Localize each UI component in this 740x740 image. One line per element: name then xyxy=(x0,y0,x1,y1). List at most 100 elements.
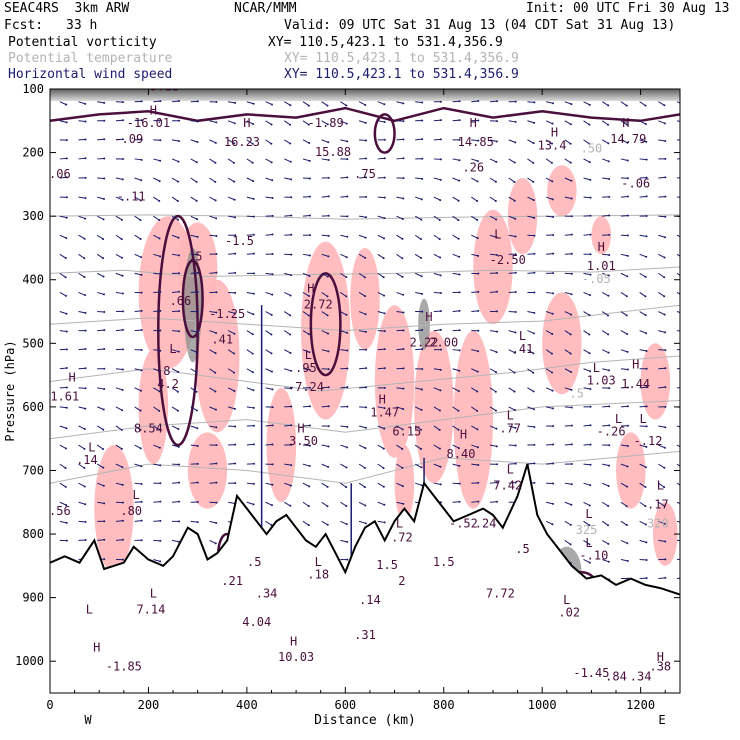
wind-vector xyxy=(171,139,180,142)
wind-vector xyxy=(265,177,273,181)
contour-label: .21 xyxy=(221,574,243,588)
wind-vector xyxy=(415,101,423,104)
wind-vector xyxy=(302,101,310,106)
wind-vector xyxy=(433,482,441,485)
wind-vector-head xyxy=(608,444,611,447)
wind-vector-head xyxy=(645,577,648,580)
wind-vector-head xyxy=(682,504,684,506)
wind-vector xyxy=(340,120,347,125)
contour-label: 325 xyxy=(576,523,598,537)
pv-shade-blob xyxy=(542,292,582,395)
wind-vector xyxy=(115,425,123,431)
wind-vector xyxy=(639,482,646,488)
wind-vector xyxy=(96,425,104,431)
wind-vector xyxy=(340,234,348,238)
wind-vector-head xyxy=(290,464,293,467)
wind-vector xyxy=(658,482,665,488)
wind-vector xyxy=(228,406,236,410)
wind-vector-head xyxy=(214,408,217,411)
wind-vector-head xyxy=(607,333,610,336)
wind-vector-head xyxy=(664,236,667,239)
wind-vector xyxy=(508,368,515,374)
wind-vector xyxy=(377,520,385,523)
wind-vector xyxy=(639,101,646,107)
wind-vector-head xyxy=(364,103,367,106)
wind-vector xyxy=(190,120,198,123)
wind-vector-head xyxy=(589,178,592,181)
wind-vector-head xyxy=(121,119,124,122)
wind-vector-head xyxy=(327,405,330,408)
wind-vector-head xyxy=(346,331,349,334)
wind-vector xyxy=(377,157,385,160)
wind-vector-head xyxy=(345,466,348,469)
wind-vector-head xyxy=(458,349,461,352)
wind-vector xyxy=(59,176,67,179)
contour-label: L xyxy=(133,488,140,502)
wind-vector-head xyxy=(364,313,367,316)
wind-vector-head xyxy=(65,427,68,430)
wind-vector-head xyxy=(252,215,255,218)
wind-vector xyxy=(676,292,680,295)
wind-vector xyxy=(96,253,104,259)
wind-vector-head xyxy=(588,103,591,106)
wind-vector xyxy=(508,120,516,123)
wind-vector xyxy=(620,215,628,217)
wind-vector-head xyxy=(346,140,349,143)
wind-vector xyxy=(546,215,554,218)
contour-label: .56 xyxy=(49,504,71,518)
wind-vector xyxy=(583,559,591,564)
wind-vector-head xyxy=(664,540,667,543)
wind-vector xyxy=(284,368,292,372)
wind-vector-head xyxy=(570,443,573,446)
stratosphere-shade xyxy=(50,89,680,101)
wind-vector-head xyxy=(346,235,349,238)
wind-vector xyxy=(134,520,142,522)
wind-vector xyxy=(321,520,329,526)
wind-vector xyxy=(246,349,253,355)
wind-vector xyxy=(284,101,291,106)
wind-vector-head xyxy=(290,196,293,199)
wind-vector xyxy=(471,349,479,352)
wind-vector xyxy=(471,387,478,392)
wind-vector xyxy=(115,387,123,391)
wind-vector-head xyxy=(290,214,293,217)
wind-vector xyxy=(545,120,553,125)
wind-vector xyxy=(471,368,478,373)
wind-vector xyxy=(564,539,571,545)
wind-vector-head xyxy=(308,177,311,180)
wind-vector xyxy=(153,100,161,103)
wind-vector-head xyxy=(103,119,106,122)
wind-vector-head xyxy=(121,466,124,469)
wind-vector-head xyxy=(158,219,161,222)
wind-vector-head xyxy=(552,425,555,428)
wind-vector xyxy=(564,139,571,145)
wind-vector-head xyxy=(644,295,647,298)
wind-vector xyxy=(265,330,272,335)
wind-vector xyxy=(59,157,67,160)
wind-vector xyxy=(265,311,272,316)
wind-vector-head xyxy=(420,466,423,469)
wind-vector-head xyxy=(682,486,684,488)
wind-vector-head xyxy=(477,254,480,257)
wind-vector-head xyxy=(421,388,424,391)
wind-vector-head xyxy=(570,103,573,106)
contour-label: .72 xyxy=(391,531,413,545)
wind-vector-head xyxy=(401,217,404,220)
wind-vector xyxy=(246,234,254,236)
wind-vector-head xyxy=(514,331,517,334)
wind-vector-head xyxy=(159,159,162,162)
wind-vector-head xyxy=(514,271,517,274)
wind-vector-head xyxy=(159,482,162,485)
wind-vector-head xyxy=(65,367,68,370)
wind-vector-head xyxy=(345,446,348,449)
wind-vector xyxy=(115,539,123,541)
wind-vector-head xyxy=(346,176,349,179)
wind-vector xyxy=(284,292,291,296)
wind-vector-head xyxy=(495,371,498,374)
wind-vector-head xyxy=(252,197,255,200)
wind-vector-head xyxy=(495,330,498,333)
wind-vector xyxy=(620,368,628,371)
wind-vector xyxy=(471,234,478,239)
contour-label: H xyxy=(150,103,157,117)
contour-label: 1.03 xyxy=(587,374,616,388)
